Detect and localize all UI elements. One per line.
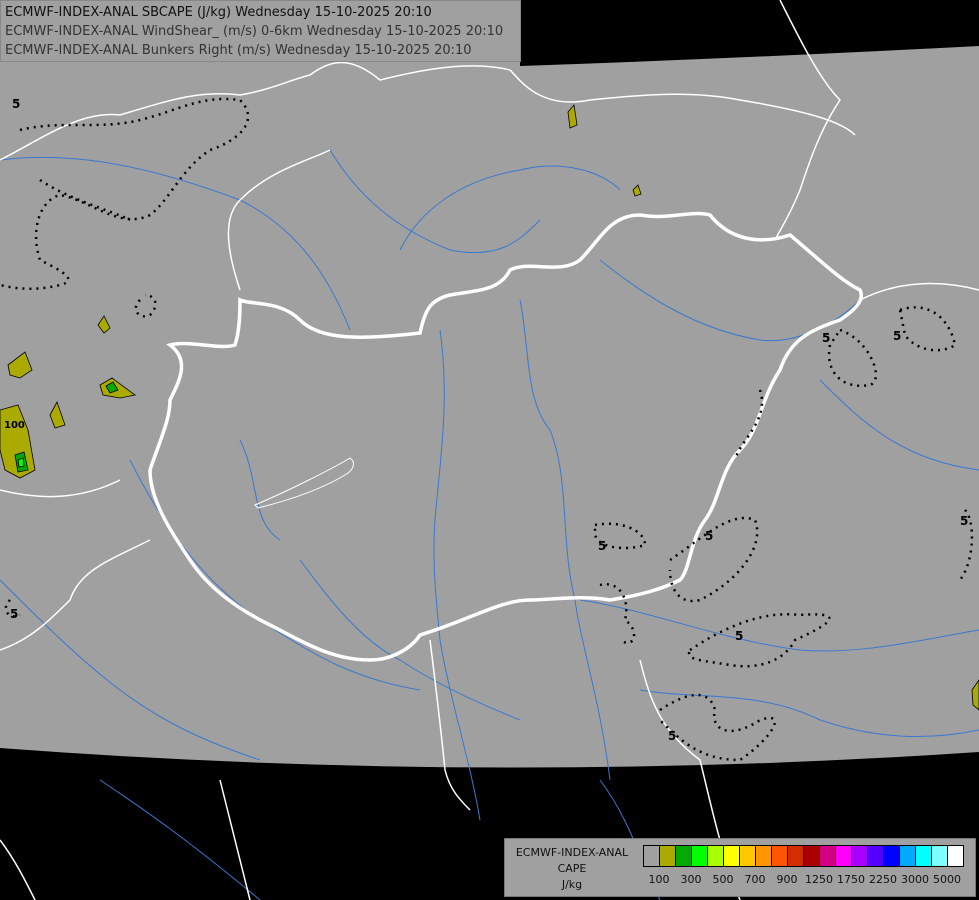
legend-colorbar xyxy=(643,845,964,867)
legend-tick-label: 1250 xyxy=(805,873,833,886)
legend-swatch xyxy=(852,846,868,866)
contour-label: 5 xyxy=(10,607,18,621)
legend-ticks: 100 300 500 700 900 1250 1750 2250 3000 5000 xyxy=(643,873,965,889)
legend-swatch xyxy=(932,846,948,866)
legend-swatch xyxy=(660,846,676,866)
cape-legend: ECMWF-INDEX-ANAL CAPE J/kg 100 300 500 700 9… xyxy=(504,838,976,897)
legend-swatch xyxy=(948,846,963,866)
legend-swatch xyxy=(836,846,852,866)
contour-label: 5 xyxy=(893,329,901,343)
legend-swatch xyxy=(676,846,692,866)
legend-unit: J/kg xyxy=(561,878,583,891)
legend-swatch xyxy=(916,846,932,866)
cape-contour-label: 100 xyxy=(4,420,25,431)
legend-tick-label: 1750 xyxy=(837,873,865,886)
legend-tick-label: 900 xyxy=(776,873,798,886)
legend-swatch xyxy=(820,846,836,866)
map-title-box: ECMWF-INDEX-ANAL SBCAPE (J/kg) Wednesday… xyxy=(0,0,521,62)
cape-shading xyxy=(0,104,979,711)
legend-swatch xyxy=(692,846,708,866)
legend-tick-label: 300 xyxy=(680,873,702,886)
legend-swatch xyxy=(868,846,884,866)
legend-swatch xyxy=(740,846,756,866)
legend-swatch xyxy=(804,846,820,866)
legend-swatch xyxy=(884,846,900,866)
legend-tick-label: 2250 xyxy=(869,873,897,886)
model-domain xyxy=(0,0,979,768)
legend-title: ECMWF-INDEX-ANAL CAPE J/kg xyxy=(505,845,639,893)
lake-balaton xyxy=(254,457,354,509)
legend-tick-label: 500 xyxy=(712,873,734,886)
contour-label: 5 xyxy=(960,514,968,528)
legend-tick-label: 700 xyxy=(744,873,766,886)
title-sbcape: ECMWF-INDEX-ANAL SBCAPE (J/kg) Wednesday… xyxy=(5,5,432,20)
legend-swatch xyxy=(724,846,740,866)
legend-model: ECMWF-INDEX-ANAL xyxy=(515,846,629,859)
contour-label: 5 xyxy=(598,539,606,553)
legend-tick-label: 100 xyxy=(648,873,670,886)
legend-swatch xyxy=(900,846,916,866)
wind-shear-contours xyxy=(0,97,974,762)
legend-parameter: CAPE xyxy=(557,862,587,875)
legend-swatch xyxy=(756,846,772,866)
contour-label: 5 xyxy=(12,97,20,111)
legend-swatch xyxy=(772,846,788,866)
legend-swatch xyxy=(644,846,660,866)
contour-label: 5 xyxy=(822,331,830,345)
legend-swatch xyxy=(788,846,804,866)
hungary-border xyxy=(148,211,863,662)
title-bunkers: ECMWF-INDEX-ANAL Bunkers Right (m/s) Wed… xyxy=(5,43,472,58)
contour-labels: 5 5 5 5 5 5 5 5 5 xyxy=(10,97,968,743)
contour-label: 5 xyxy=(668,729,676,743)
contour-label: 5 xyxy=(705,529,713,543)
legend-tick-label: 3000 xyxy=(901,873,929,886)
legend-swatch xyxy=(708,846,724,866)
title-windshear: ECMWF-INDEX-ANAL WindShear_ (m/s) 0-6km … xyxy=(5,24,504,39)
legend-tick-label: 5000 xyxy=(933,873,961,886)
contour-label: 5 xyxy=(735,629,743,643)
